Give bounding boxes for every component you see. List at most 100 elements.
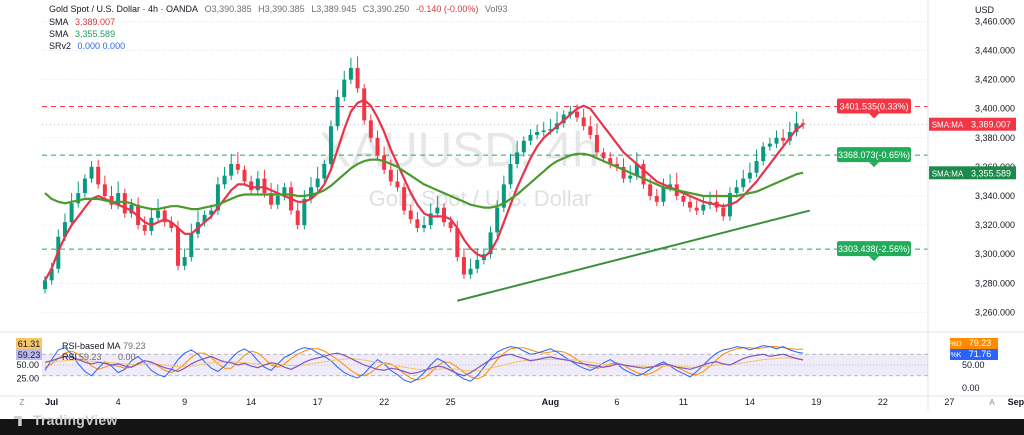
rsi-legend-title: RSI-based MA bbox=[62, 341, 121, 351]
time-tick-label: Sep bbox=[1008, 397, 1024, 407]
level-price-tag[interactable]: 3401.535(0.33%) bbox=[837, 98, 911, 119]
symbol-legend[interactable]: Gold Spot / U.S. Dollar · 4h · OANDA O3,… bbox=[49, 4, 511, 15]
sma-axis-tag[interactable]: SMA:MA 3,389.007 bbox=[929, 117, 1016, 131]
sma-axis-tag[interactable]: SMA:MA 3,355.589 bbox=[929, 166, 1016, 180]
footer-bar: TradingView bbox=[0, 412, 1024, 435]
rsi-right-tick: 0.00 bbox=[962, 383, 980, 393]
rsi-tag-label-bg bbox=[950, 349, 962, 360]
tradingview-logo[interactable]: TradingView bbox=[14, 412, 117, 428]
candle-body bbox=[302, 198, 307, 226]
candle-body bbox=[488, 232, 493, 255]
time-tick-label: 22 bbox=[379, 397, 389, 407]
candle-body bbox=[415, 219, 420, 228]
candle-body bbox=[322, 164, 327, 179]
price-grid bbox=[42, 21, 928, 313]
timezone-icon[interactable]: Z bbox=[19, 398, 25, 407]
candle-body bbox=[654, 196, 659, 202]
candle-body bbox=[202, 214, 207, 223]
candle-body bbox=[222, 175, 227, 185]
sma-axis-tag-value: 3,389.007 bbox=[971, 120, 1011, 130]
indicator-legend-srv2[interactable]: SRv2 0.000 0.000 bbox=[49, 41, 129, 52]
time-tick-label: 6 bbox=[614, 397, 619, 407]
candle-body bbox=[189, 233, 194, 258]
chart-canvas[interactable]: XAUUSD, 4h Gold Spot / U.S. Dollar 3401.… bbox=[0, 0, 1024, 419]
candle-body bbox=[621, 166, 626, 179]
indicator-value: 0.000 0.000 bbox=[77, 41, 126, 51]
candle-body bbox=[541, 130, 546, 132]
level-tag-background bbox=[837, 98, 911, 114]
candle-body bbox=[801, 123, 806, 125]
candle-body bbox=[428, 213, 433, 226]
sma-axis-tag-value: 3,355.589 bbox=[971, 168, 1011, 178]
time-axis[interactable]: Jul4914172225Aug61114192227Sep49 bbox=[0, 395, 1024, 407]
auto-scale-button[interactable]: A bbox=[989, 398, 995, 407]
candle-body bbox=[448, 222, 453, 228]
level-tag-text: 3401.535(0.33%) bbox=[839, 101, 908, 111]
candle-body bbox=[43, 280, 47, 290]
level-price-tag[interactable]: 3368.073(-0.65%) bbox=[837, 147, 911, 168]
sma-slow-line[interactable] bbox=[44, 152, 804, 211]
candle-body bbox=[122, 193, 127, 214]
tradingview-icon bbox=[14, 416, 22, 426]
sma-axis-tag-value-bg bbox=[966, 117, 1016, 131]
candle-body bbox=[528, 134, 533, 141]
indicator-legend-sma-fast[interactable]: SMA 3,389.007 bbox=[49, 17, 119, 28]
candle-body bbox=[774, 137, 779, 144]
candle-body bbox=[136, 204, 141, 226]
candle-body bbox=[282, 187, 287, 196]
time-tick-label: 11 bbox=[679, 397, 688, 407]
candle-body bbox=[561, 114, 566, 124]
candle-body bbox=[761, 146, 766, 162]
sma-axis-tag-name-bg bbox=[929, 117, 966, 131]
volume-value: Vol93 bbox=[484, 4, 508, 14]
rsi-left-value: 59.23 bbox=[18, 350, 41, 360]
candle-body bbox=[408, 210, 413, 220]
rsi-tag-label: %D bbox=[950, 341, 961, 348]
candle-body bbox=[275, 196, 280, 205]
candle-body bbox=[694, 207, 699, 211]
rsi-tag-value-bg bbox=[962, 349, 998, 360]
currency-label: USD bbox=[975, 5, 995, 15]
candle-body bbox=[235, 164, 240, 170]
candle-body bbox=[388, 169, 393, 182]
candle-body bbox=[176, 228, 180, 266]
candle-body bbox=[348, 68, 353, 80]
candle-body bbox=[342, 79, 347, 98]
rsi-right-tick: 50.00 bbox=[962, 360, 985, 370]
time-tick-label: 19 bbox=[811, 397, 821, 407]
price-tick-label: 3,280.000 bbox=[975, 278, 1015, 288]
candle-body bbox=[535, 132, 540, 135]
trendline[interactable] bbox=[457, 209, 810, 302]
candle-body bbox=[508, 164, 513, 185]
candle-body bbox=[315, 178, 320, 188]
time-tick-label: 14 bbox=[246, 397, 256, 407]
candle-body bbox=[182, 257, 187, 266]
rsi-tag-label-bg bbox=[950, 338, 962, 349]
rsi-left-value-bg bbox=[16, 338, 42, 349]
ohlc-change: -0.140 (-0.00%) bbox=[415, 4, 479, 14]
sma-axis-tag-value-bg bbox=[966, 166, 1016, 180]
candle-body bbox=[521, 140, 526, 153]
time-tick-label: Aug bbox=[542, 397, 560, 407]
candle-body bbox=[734, 187, 739, 194]
candle-body bbox=[249, 181, 254, 191]
candle-body bbox=[142, 225, 147, 231]
candle-body bbox=[501, 184, 506, 208]
candle-body bbox=[402, 187, 407, 211]
candle-body bbox=[575, 111, 579, 118]
candle-body bbox=[49, 268, 54, 281]
indicator-legend-sma-slow[interactable]: SMA 3,355.589 bbox=[49, 29, 119, 40]
time-tick-label: 27 bbox=[944, 397, 954, 407]
candle-body bbox=[368, 120, 373, 138]
level-price-tag[interactable]: 3303.438(-2.56%) bbox=[837, 241, 911, 262]
support-trendline[interactable] bbox=[457, 209, 810, 302]
candle-body bbox=[648, 184, 653, 196]
rsi-legend[interactable]: RSI-based MA 79.23 RSI 59.23 0.00 bbox=[62, 341, 146, 362]
sma-lines bbox=[44, 98, 804, 281]
candle-body bbox=[581, 117, 586, 127]
candle-body bbox=[116, 193, 121, 205]
candle-body bbox=[382, 155, 387, 170]
candle-body bbox=[96, 166, 101, 185]
indicator-value: 3,389.007 bbox=[75, 17, 116, 27]
